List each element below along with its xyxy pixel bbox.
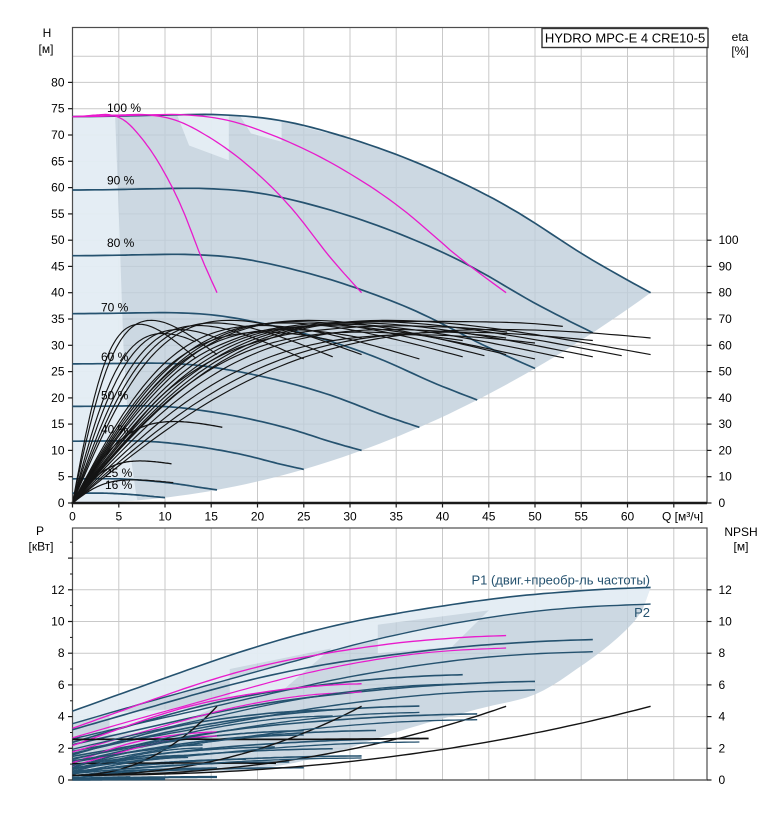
svg-text:[м]: [м]	[39, 42, 54, 56]
svg-text:60: 60	[719, 338, 733, 352]
svg-text:15: 15	[51, 417, 65, 431]
svg-text:2: 2	[58, 741, 65, 755]
svg-text:40 %: 40 %	[101, 423, 129, 437]
svg-text:16 %: 16 %	[105, 478, 133, 492]
svg-text:100 %: 100 %	[107, 101, 141, 115]
svg-text:8: 8	[58, 646, 65, 660]
svg-text:0: 0	[719, 496, 726, 510]
svg-text:H: H	[43, 26, 52, 40]
svg-text:40: 40	[51, 286, 65, 300]
svg-text:25: 25	[297, 510, 311, 524]
svg-text:12: 12	[51, 583, 65, 597]
svg-text:30: 30	[343, 510, 357, 524]
svg-text:60: 60	[51, 181, 65, 195]
svg-text:80 %: 80 %	[107, 236, 135, 250]
svg-text:60 %: 60 %	[101, 350, 129, 364]
svg-text:55: 55	[51, 207, 65, 221]
svg-text:75: 75	[51, 102, 65, 116]
svg-text:6: 6	[719, 678, 726, 692]
svg-text:5: 5	[115, 510, 122, 524]
svg-text:Q [м³/ч]: Q [м³/ч]	[662, 510, 703, 524]
svg-text:70: 70	[719, 312, 733, 326]
svg-text:80: 80	[719, 286, 733, 300]
svg-text:0: 0	[58, 773, 65, 787]
svg-text:90: 90	[719, 259, 733, 273]
svg-text:10: 10	[51, 443, 65, 457]
svg-text:[м]: [м]	[734, 540, 749, 554]
svg-text:100: 100	[719, 233, 739, 247]
svg-text:4: 4	[58, 710, 65, 724]
svg-text:8: 8	[719, 646, 726, 660]
svg-text:80: 80	[51, 75, 65, 89]
svg-text:30: 30	[51, 338, 65, 352]
svg-text:70 %: 70 %	[101, 301, 129, 315]
svg-text:10: 10	[719, 615, 733, 629]
svg-text:20: 20	[719, 443, 733, 457]
svg-text:70: 70	[51, 128, 65, 142]
svg-text:60: 60	[621, 510, 635, 524]
svg-text:6: 6	[58, 678, 65, 692]
svg-text:25: 25	[51, 365, 65, 379]
svg-text:4: 4	[719, 710, 726, 724]
svg-text:[кВт]: [кВт]	[28, 540, 53, 554]
svg-text:P: P	[36, 524, 44, 538]
svg-text:50: 50	[719, 365, 733, 379]
svg-text:NPSH: NPSH	[724, 525, 757, 539]
svg-text:0: 0	[58, 496, 65, 510]
svg-text:35: 35	[51, 312, 65, 326]
svg-text:P2: P2	[634, 605, 650, 620]
svg-text:90 %: 90 %	[107, 174, 135, 188]
svg-text:2: 2	[719, 741, 726, 755]
svg-text:50: 50	[51, 233, 65, 247]
svg-text:10: 10	[158, 510, 172, 524]
svg-text:50 %: 50 %	[101, 389, 129, 403]
svg-text:35: 35	[390, 510, 404, 524]
svg-text:20: 20	[51, 391, 65, 405]
svg-text:40: 40	[436, 510, 450, 524]
svg-text:30: 30	[719, 417, 733, 431]
svg-text:eta: eta	[732, 30, 749, 44]
svg-text:0: 0	[69, 510, 76, 524]
svg-text:45: 45	[51, 259, 65, 273]
svg-text:50: 50	[528, 510, 542, 524]
svg-text:5: 5	[58, 470, 65, 484]
svg-text:40: 40	[719, 391, 733, 405]
svg-text:10: 10	[51, 615, 65, 629]
svg-text:12: 12	[719, 583, 733, 597]
svg-text:25 %: 25 %	[105, 466, 133, 480]
svg-text:55: 55	[575, 510, 589, 524]
svg-text:[%]: [%]	[731, 44, 748, 58]
svg-text:10: 10	[719, 470, 733, 484]
svg-text:0: 0	[719, 773, 726, 787]
svg-text:65: 65	[51, 154, 65, 168]
svg-text:15: 15	[205, 510, 219, 524]
svg-text:45: 45	[482, 510, 496, 524]
svg-text:HYDRO MPC-E 4 CRE10-5: HYDRO MPC-E 4 CRE10-5	[545, 31, 705, 46]
svg-text:P1 (двиг.+преобр-ль частоты): P1 (двиг.+преобр-ль частоты)	[471, 573, 650, 588]
svg-text:20: 20	[251, 510, 265, 524]
